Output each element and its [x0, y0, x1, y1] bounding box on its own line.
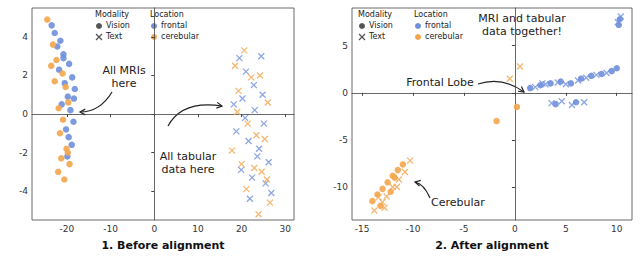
svg-text:All tabular: All tabular	[160, 150, 217, 163]
svg-text:-15: -15	[355, 224, 370, 234]
svg-text:0: 0	[22, 109, 28, 119]
svg-text:Text: Text	[368, 32, 385, 41]
svg-text:cerebular: cerebular	[161, 32, 200, 41]
svg-text:5: 5	[563, 224, 569, 234]
svg-text:0: 0	[512, 224, 518, 234]
svg-text:here: here	[112, 77, 137, 90]
svg-text:data together!: data together!	[482, 25, 562, 38]
svg-text:0: 0	[342, 88, 348, 98]
svg-text:Frontal Lobe: Frontal Lobe	[406, 76, 474, 89]
svg-text:2: 2	[22, 70, 28, 80]
svg-text:4: 4	[22, 32, 28, 42]
svg-text:2. After alignment: 2. After alignment	[435, 239, 549, 252]
svg-text:frontal: frontal	[161, 21, 187, 30]
svg-text:All MRIs: All MRIs	[102, 64, 146, 77]
svg-text:Vision: Vision	[106, 21, 130, 30]
svg-text:30: 30	[280, 224, 292, 234]
svg-text:-2: -2	[19, 148, 28, 158]
svg-text:Text: Text	[105, 32, 122, 41]
svg-text:-20: -20	[60, 224, 75, 234]
svg-text:Modality: Modality	[95, 10, 129, 19]
svg-text:Location: Location	[414, 10, 448, 19]
svg-text:-10: -10	[103, 224, 118, 234]
svg-text:Vision: Vision	[369, 21, 393, 30]
svg-text:10: 10	[192, 224, 204, 234]
svg-text:-10: -10	[406, 224, 421, 234]
svg-text:-10: -10	[333, 182, 348, 192]
svg-text:20: 20	[236, 224, 248, 234]
svg-text:MRI and tabular: MRI and tabular	[478, 12, 566, 25]
svg-text:frontal: frontal	[425, 21, 451, 30]
svg-text:Cerebular: Cerebular	[431, 196, 485, 209]
svg-text:Modality: Modality	[358, 10, 392, 19]
svg-text:-5: -5	[460, 224, 469, 234]
svg-text:data here: data here	[161, 163, 214, 176]
svg-text:-4: -4	[19, 186, 28, 196]
svg-text:-5: -5	[339, 135, 348, 145]
svg-text:5: 5	[342, 41, 348, 51]
svg-text:10: 10	[611, 224, 623, 234]
svg-text:1. Before alignment: 1. Before alignment	[101, 239, 224, 252]
svg-text:Location: Location	[150, 10, 184, 19]
svg-text:cerebular: cerebular	[425, 32, 464, 41]
svg-text:0: 0	[151, 224, 157, 234]
